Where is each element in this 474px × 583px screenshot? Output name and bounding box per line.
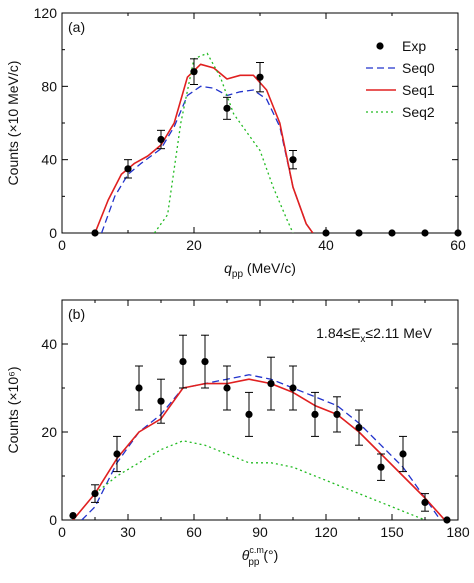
- annotation-tail: ≤2.11 MeV: [365, 325, 432, 341]
- series-line-seq0: [100, 85, 314, 233]
- panel-label: (a): [68, 19, 85, 35]
- x-tick-label: 180: [446, 524, 470, 540]
- data-point: [399, 450, 407, 458]
- y-tick-label: 20: [41, 424, 57, 440]
- data-point: [157, 135, 165, 144]
- data-point: [113, 450, 121, 458]
- y-tick-label: 40: [41, 152, 57, 168]
- data-point: [267, 380, 275, 388]
- data-point: [388, 229, 396, 237]
- x-axis-label-subscript: pp: [232, 269, 244, 280]
- annotation-text: 1.84≤E: [316, 325, 360, 341]
- plot-frame: [61, 12, 459, 234]
- y-tick-label: 0: [49, 225, 57, 241]
- panel-a: 0 20 40 60 0 40 80 120 Counts (×10 MeV/c) qpp (Me…: [5, 5, 466, 280]
- x-axis-label-symbol: θ: [242, 547, 250, 563]
- data-point: [223, 384, 231, 392]
- x-tick-label: 0: [58, 524, 66, 540]
- x-axis-label-symbol: q: [224, 260, 232, 276]
- x-axis-label: qpp (MeV/c): [224, 260, 296, 280]
- curves: [72, 374, 446, 520]
- data-point: [69, 511, 77, 520]
- series-line-seq1: [94, 63, 314, 233]
- legend-label-exp: Exp: [402, 38, 426, 54]
- legend-label-seq1: Seq1: [402, 82, 435, 98]
- series-line-seq2: [153, 52, 294, 233]
- x-tick-label: 120: [314, 524, 338, 540]
- data-point: [355, 229, 363, 237]
- data-point: [179, 358, 187, 366]
- data-point: [421, 498, 429, 506]
- y-axis-label: Counts (×10⁶): [5, 366, 21, 453]
- data-point: [201, 358, 209, 366]
- x-axis-label-unit: (MeV/c): [243, 260, 296, 276]
- series-line-seq2: [94, 440, 426, 520]
- x-tick-label: 90: [252, 524, 268, 540]
- data-point: [311, 410, 319, 418]
- x-axis-label-superscript: c.m.: [249, 545, 266, 555]
- x-tick-label: 30: [120, 524, 136, 540]
- data-point: [91, 229, 99, 237]
- data-point: [91, 490, 99, 498]
- annotation-subscript: x: [360, 334, 365, 345]
- x-axis-label-subscript: pp: [248, 557, 260, 568]
- series-line-seq1: [72, 378, 446, 520]
- data-point: [289, 384, 297, 392]
- data-point: [223, 104, 231, 112]
- legend-marker-exp: [376, 42, 384, 50]
- y-axis-label: Counts (×10 MeV/c): [5, 61, 21, 186]
- curves: [94, 52, 314, 233]
- data-point: [135, 384, 143, 392]
- y-tick-label: 120: [34, 5, 58, 21]
- series-line-seq0: [81, 374, 441, 520]
- data-point: [377, 463, 385, 471]
- data-point: [454, 229, 462, 237]
- data-point: [355, 424, 363, 432]
- x-tick-label: 20: [186, 237, 202, 253]
- x-tick-label: 150: [380, 524, 404, 540]
- data-point: [124, 165, 132, 173]
- data-point: [421, 229, 429, 237]
- data-point: [322, 229, 330, 237]
- x-axis-label-unit: (°): [259, 547, 278, 563]
- legend-label-seq2: Seq2: [402, 104, 435, 120]
- y-tick-label: 80: [41, 78, 57, 94]
- panel-b: 0 30 60 90 120 150 180 0 20 40 Counts (×10⁶) θc.m. p…: [5, 299, 470, 568]
- y-tick-label: 0: [49, 512, 57, 528]
- y-tick-label: 40: [41, 336, 57, 352]
- data-point: [190, 68, 198, 76]
- data-point: [289, 156, 297, 164]
- x-tick-label: 60: [450, 237, 466, 253]
- data-point: [333, 410, 341, 418]
- panel-label: (b): [68, 306, 85, 322]
- data-point: [443, 516, 451, 524]
- x-tick-label: 40: [318, 237, 334, 253]
- legend-label-seq0: Seq0: [402, 60, 435, 76]
- data-point: [256, 73, 264, 81]
- legend: Exp Seq0 Seq1 Seq2: [366, 38, 435, 120]
- x-axis-label: θc.m. pp (°): [242, 545, 279, 568]
- data-point: [157, 397, 165, 405]
- data-point: [245, 410, 253, 418]
- energy-range-annotation: 1.84≤Ex≤2.11 MeV: [316, 325, 433, 345]
- x-tick-label: 0: [58, 237, 66, 253]
- x-tick-label: 60: [186, 524, 202, 540]
